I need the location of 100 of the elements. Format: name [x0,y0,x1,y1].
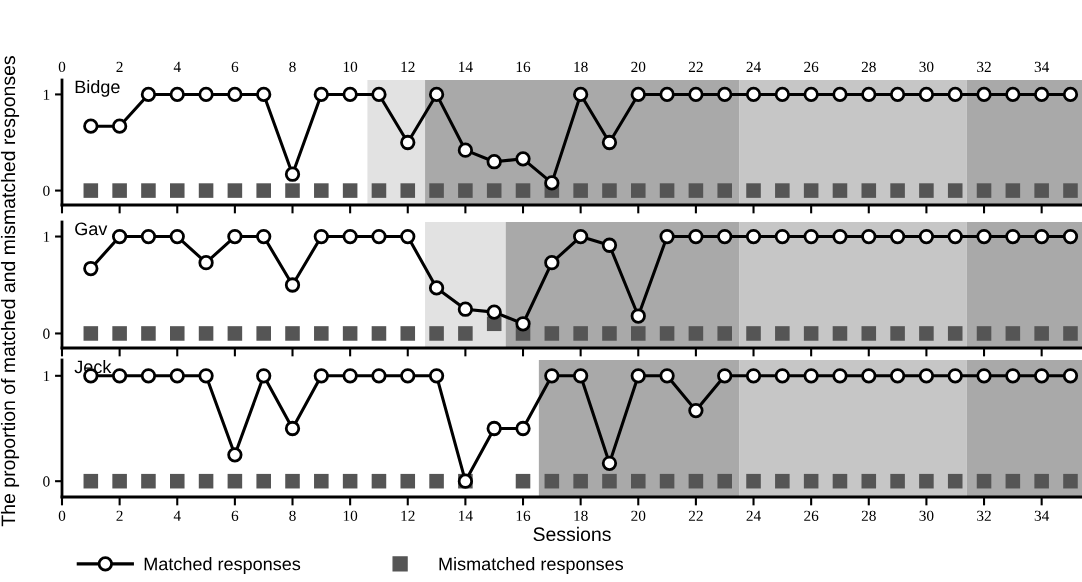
x2-tick-label: 2 [116,61,123,72]
point [688,402,704,419]
point [429,473,444,489]
point [602,326,617,341]
point [544,473,560,489]
point [284,166,301,182]
point [544,326,560,341]
point [112,326,127,341]
point [688,326,704,341]
point [947,368,963,384]
point [169,183,185,198]
y-tick-label: 0 [43,328,50,339]
point [227,183,243,198]
point [889,86,906,103]
point [1062,368,1079,384]
point [573,86,589,103]
point [140,228,157,245]
point [400,183,416,198]
x2-tick-label: 12 [401,61,415,72]
point [774,368,790,384]
point [890,326,905,341]
x-tick-label: 12 [401,510,415,521]
point [861,86,877,103]
point [746,473,761,489]
point [832,326,848,341]
point [83,326,99,341]
point [918,228,935,245]
point [976,368,992,384]
point [630,368,646,384]
point [918,86,935,103]
point [515,473,531,489]
point [1062,86,1079,103]
point [774,228,790,245]
point [227,86,243,103]
point [688,86,704,103]
chart-title: Bidge [75,80,120,97]
point [313,86,329,103]
point [284,420,301,437]
x2-tick-label: 30 [919,61,934,73]
point [371,86,387,103]
point [111,368,128,384]
point [457,142,474,158]
point [861,228,877,245]
point [832,368,848,384]
point [775,473,790,489]
point [803,183,819,198]
point [371,183,387,198]
point [889,368,906,384]
point [890,183,905,198]
point [947,473,963,489]
point [1005,86,1021,103]
point [573,228,589,245]
point [428,368,445,384]
point [486,154,502,170]
point [169,326,185,341]
point [198,255,214,271]
chart-title: Gav [75,222,108,236]
point [342,473,358,489]
point [1034,368,1050,384]
point [429,326,444,341]
point [861,183,877,198]
point [141,183,156,198]
x-tick-label: 28 [861,510,876,521]
point [717,86,733,103]
point [573,183,588,198]
point [1063,473,1078,489]
point [775,326,790,341]
point [601,237,618,253]
point [1034,183,1049,198]
point [1063,326,1078,341]
point [630,86,646,103]
point [1034,473,1049,489]
point [227,473,243,489]
point [457,301,474,317]
point [803,228,819,245]
point [745,368,762,384]
x-axis-title: Sessions [533,526,611,542]
point [400,368,416,384]
point [976,86,992,103]
point [371,473,387,489]
x-tick-label: 16 [516,510,531,521]
point [314,183,329,198]
y-axis-title: The proportion of matched and mismatched responses [0,56,20,527]
point [256,183,271,198]
point [544,175,560,191]
point [688,228,704,245]
point [659,326,675,341]
x-tick-label: 26 [804,510,819,521]
point [342,326,358,341]
y-tick-label: 0 [43,476,50,487]
point [141,326,156,341]
point [371,326,387,341]
point [717,368,733,384]
point [400,228,416,245]
point [169,368,185,384]
point [313,368,329,384]
point [832,183,848,198]
point [976,326,992,341]
x2-tick-label: 0 [58,61,66,73]
point [1005,326,1021,341]
